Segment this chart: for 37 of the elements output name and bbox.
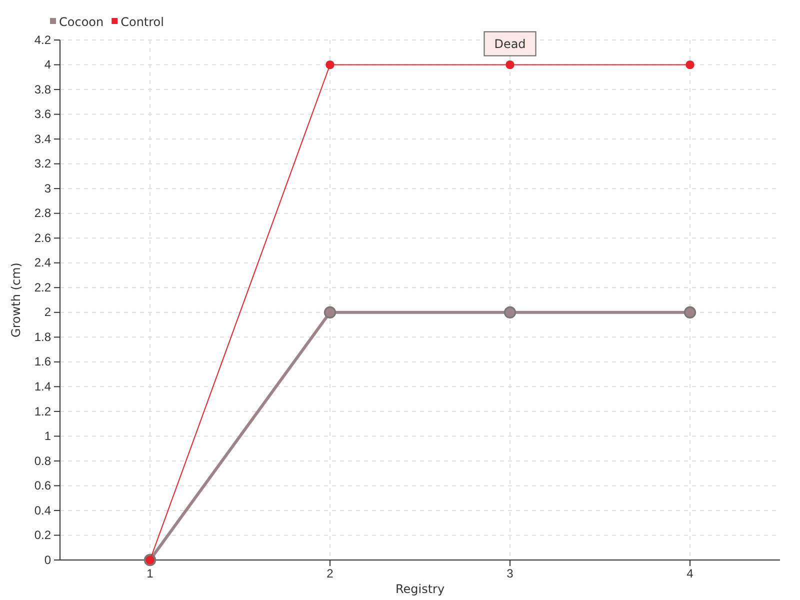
y-axis-title: Growth (cm) [9, 262, 23, 338]
y-tick-label: 0 [44, 552, 52, 567]
x-tick-label: 4 [686, 566, 694, 581]
point [324, 306, 336, 318]
x-axis-title: Registry [395, 582, 445, 596]
y-tick-label: 3.8 [34, 82, 52, 96]
y-tick-label: 1.8 [34, 330, 52, 344]
y-tick-label: 1.2 [34, 404, 52, 418]
y-tick-label: 1.6 [34, 354, 52, 369]
x-tick-label: 3 [506, 566, 514, 581]
y-tick-label: 4.2 [34, 32, 52, 47]
y-tick-label: 2.6 [34, 230, 52, 245]
x-tick-label: 2 [326, 566, 334, 581]
y-tick-label: 0.8 [34, 454, 52, 468]
annotation: Dead [494, 36, 526, 51]
y-tick-label: 2.4 [34, 256, 52, 270]
y-tick-label: 3.2 [34, 156, 52, 171]
y-tick-label: 3.4 [34, 132, 52, 146]
y-tick-label: 3.6 [34, 107, 52, 122]
y-tick-label: 1 [44, 429, 52, 444]
y-tick-label: 0.2 [34, 528, 52, 542]
y-tick-label: 2 [44, 305, 52, 320]
y-tick-label: 2.8 [34, 206, 52, 220]
legend-label: Control [120, 15, 164, 29]
y-tick-label: 2.2 [34, 280, 52, 294]
point [326, 60, 334, 70]
x-tick-label: 1 [146, 566, 154, 581]
legend-label: Cocoon [59, 15, 104, 29]
point [684, 306, 696, 318]
y-tick-label: 4 [44, 58, 52, 72]
y-tick-label: 1.4 [34, 380, 52, 394]
y-tick-label: 0.4 [34, 503, 52, 518]
point [506, 60, 514, 70]
y-tick-label: 0.6 [34, 478, 52, 493]
point [504, 306, 516, 318]
point [686, 60, 694, 70]
y-tick-label: 3 [44, 181, 52, 196]
